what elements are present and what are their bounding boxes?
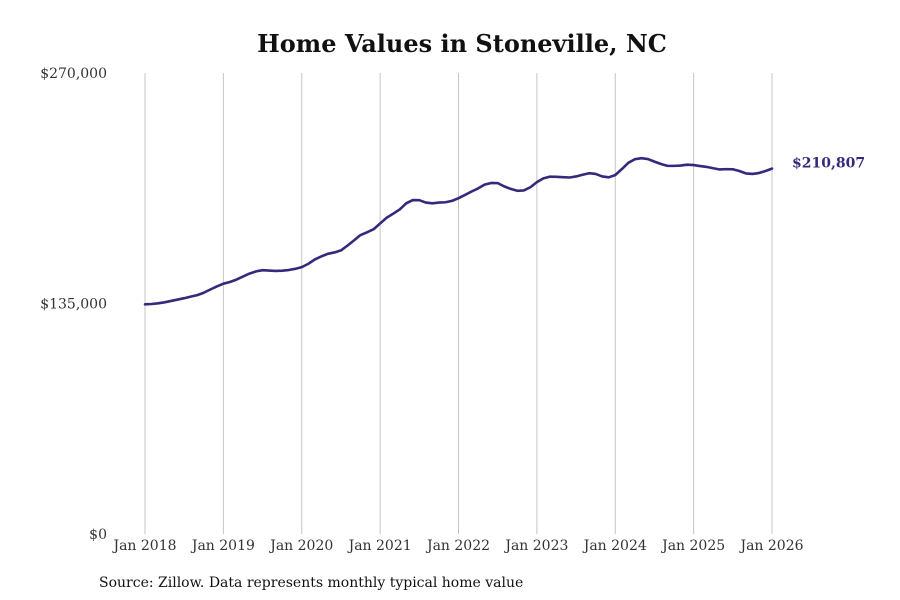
x-tick-label: Jan 2023	[503, 538, 568, 554]
source-note: Source: Zillow. Data represents monthly …	[99, 575, 523, 591]
x-tick-label: Jan 2021	[347, 538, 412, 554]
series-layer: $210,807	[143, 156, 865, 306]
series-line	[143, 156, 774, 306]
x-tick-label: Jan 2022	[425, 538, 490, 554]
chart-title: Home Values in Stoneville, NC	[257, 29, 667, 58]
y-tick-label: $0	[89, 527, 107, 543]
x-tick-label: Jan 2019	[190, 538, 255, 554]
x-tick-label: Jan 2020	[268, 538, 333, 554]
x-tick-label: Jan 2025	[660, 538, 725, 554]
y-tick-label: $135,000	[40, 297, 107, 313]
y-axis-ticks: $0 $135,000 $270,000	[40, 66, 107, 543]
y-tick-label: $270,000	[40, 66, 107, 82]
x-axis-ticks: Jan 2018 Jan 2019 Jan 2020 Jan 2021 Jan 2022…	[111, 538, 803, 554]
grid-lines	[144, 73, 773, 534]
x-tick-label: Jan 2026	[738, 538, 803, 554]
x-tick-label: Jan 2024	[582, 538, 647, 554]
x-tick-label: Jan 2018	[111, 538, 176, 554]
series-end-label: $210,807	[792, 156, 865, 172]
